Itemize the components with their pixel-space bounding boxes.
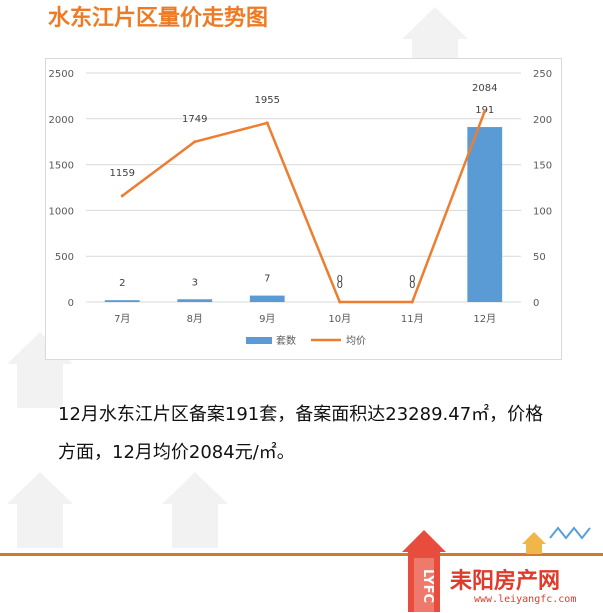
line-data-label: 0 (409, 274, 415, 285)
legend-label: 均价 (346, 335, 366, 347)
category-label: 7月 (114, 313, 130, 325)
bar-data-label: 7 (264, 274, 270, 285)
line-point (338, 300, 342, 304)
bar-data-label: 3 (192, 277, 198, 288)
line-point (193, 140, 197, 144)
description-text: 12月水东江片区备案191套，备案面积达23289.47㎡，价格 方面，12月均… (58, 396, 598, 472)
line-data-label: 2084 (472, 83, 497, 94)
category-label: 10月 (328, 313, 351, 325)
line-point (120, 194, 124, 198)
category-label: 12月 (473, 313, 496, 325)
line-均价 (121, 110, 486, 304)
description-line-2: 方面，12月均价2084元/㎡。 (58, 442, 295, 463)
bar-data-label: 2 (119, 278, 125, 289)
bar-套数 (249, 295, 285, 302)
right-tick-label: 250 (533, 69, 552, 80)
category-label: 9月 (259, 313, 275, 325)
line-data-label: 1749 (182, 114, 207, 125)
bar-套数 (177, 299, 213, 302)
bar-套数 (467, 127, 503, 302)
bar-data-label: 0 (337, 280, 343, 291)
line-point (410, 300, 414, 304)
brand-name: 耒阳房产网 (450, 569, 561, 594)
footer-divider (0, 553, 603, 556)
line-point (483, 109, 487, 113)
left-tick-label: 0 (68, 298, 74, 309)
brand-url: www.leiyangfc.com (474, 594, 577, 605)
left-tick-label: 500 (55, 252, 74, 263)
legend-label: 套数 (276, 334, 296, 347)
category-label: 8月 (187, 313, 203, 325)
left-tick-label: 1500 (49, 161, 74, 172)
right-tick-label: 50 (533, 252, 546, 263)
bar-data-label: 0 (409, 280, 415, 291)
watermark-house-icon (7, 472, 73, 548)
right-tick-label: 150 (533, 161, 552, 172)
left-tick-label: 2000 (49, 115, 74, 126)
decorative-houses-icon (522, 526, 591, 554)
left-tick-label: 1000 (49, 206, 74, 217)
page-title: 水东江片区量价走势图 (48, 6, 269, 31)
description-line-1: 12月水东江片区备案191套，备案面积达23289.47㎡，价格 (58, 404, 544, 425)
right-tick-label: 0 (533, 298, 539, 309)
chart-frame: 0 500 1000 1500 2000 2500 0 50 100 150 200 250 2 3 7 0 0… (45, 58, 562, 360)
category-label: 11月 (401, 313, 424, 325)
logo-letters: LYFC (420, 569, 435, 603)
house-logo-icon: LYFC (402, 530, 446, 612)
right-tick-label: 100 (533, 206, 552, 217)
right-tick-label: 200 (533, 115, 552, 126)
bar-套数 (104, 300, 140, 302)
line-data-label: 1955 (255, 95, 280, 106)
watermark-house-icon (162, 472, 228, 548)
line-data-label: 0 (337, 274, 343, 285)
line-data-label: 1159 (110, 168, 135, 179)
line-point (265, 121, 269, 125)
left-tick-label: 2500 (49, 69, 74, 80)
legend-swatch-bar (246, 337, 272, 344)
